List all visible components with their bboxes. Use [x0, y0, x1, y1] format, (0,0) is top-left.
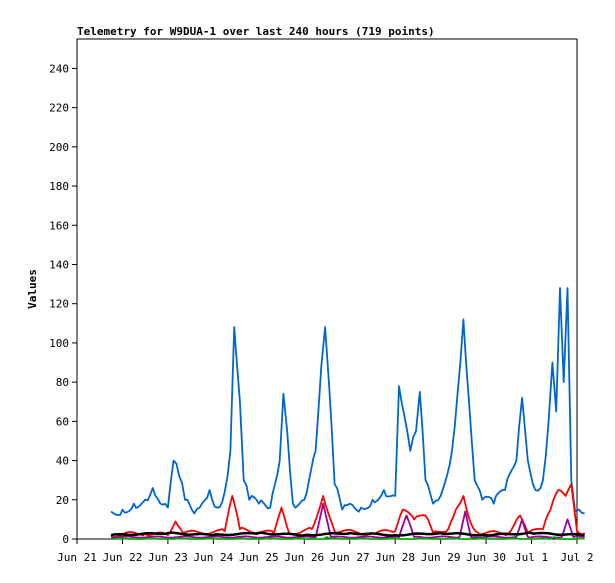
x-tick-label: Jun 23 [148, 551, 188, 564]
y-tick-label: 220 [49, 102, 69, 115]
y-axis: 0 20 40 60 80 100 120 140 160 180 200 220 240 [49, 62, 77, 546]
x-tick-label: Jul 1 [515, 551, 548, 564]
x-tick-label: Jun 29 [421, 551, 461, 564]
x-tick-label: Jul 2 [560, 551, 593, 564]
chart-title: Telemetry for W9DUA-1 over last 240 hour… [77, 25, 435, 38]
series-line [111, 536, 585, 540]
plot-area [76, 38, 578, 540]
x-tick-label: Jun 28 [375, 551, 415, 564]
x-tick-label: Jun 30 [466, 551, 506, 564]
series-line [110, 287, 585, 516]
y-tick-label: 160 [49, 219, 69, 232]
y-axis-label: Values [26, 269, 39, 309]
y-tick-label: 240 [49, 62, 69, 75]
y-tick-label: 120 [49, 298, 69, 311]
x-tick-label: Jun 24 [193, 551, 233, 564]
y-tick-label: 0 [62, 533, 69, 546]
y-tick-label: 140 [49, 258, 69, 271]
y-tick-label: 200 [49, 141, 69, 154]
series-line [110, 483, 586, 538]
y-tick-label: 180 [49, 180, 69, 193]
y-tick-label: 20 [56, 494, 69, 507]
series-layer [110, 287, 586, 540]
y-tick-label: 100 [49, 337, 69, 350]
y-tick-label: 60 [56, 415, 69, 428]
x-tick-label: Jun 22 [103, 551, 143, 564]
series-line [110, 531, 585, 537]
x-tick-label: Jun 25 [239, 551, 279, 564]
x-axis: Jun 21 Jun 22 Jun 23 Jun 24 Jun 25 Jun 26 Jun … [57, 539, 594, 564]
series-line [110, 502, 585, 539]
x-tick-label: Jun 21 [57, 551, 97, 564]
x-tick-label: Jun 26 [284, 551, 324, 564]
y-tick-label: 80 [56, 376, 69, 389]
y-tick-label: 40 [56, 455, 69, 468]
x-tick-label: Jun 27 [330, 551, 370, 564]
